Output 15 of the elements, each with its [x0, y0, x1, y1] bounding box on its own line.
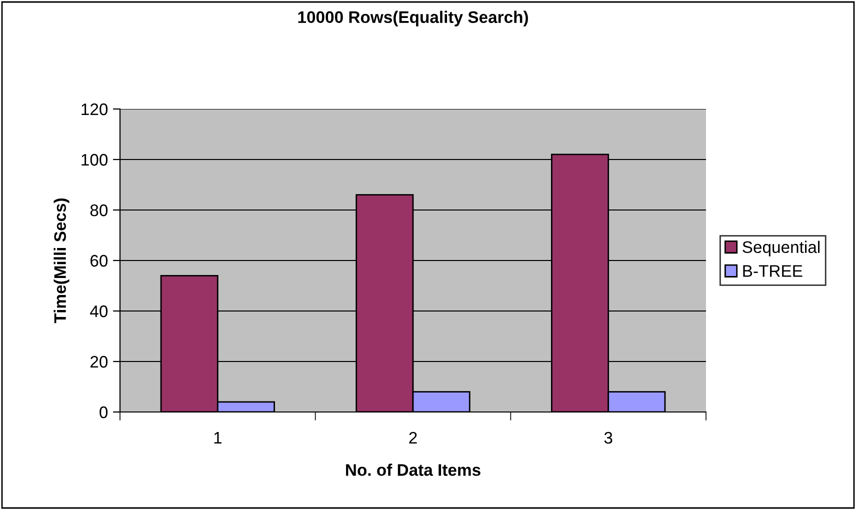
- y-axis-title: Time(Milli Secs): [54, 198, 70, 324]
- y-tick-label: 80: [90, 204, 108, 216]
- y-tick-label: 40: [90, 305, 108, 318]
- y-tick-label: 100: [82, 154, 108, 166]
- y-tick-label: 0: [100, 406, 108, 418]
- y-tick-label: 60: [90, 254, 108, 267]
- x-tick-label: 2: [409, 432, 417, 444]
- legend-label: B-TREE: [743, 265, 802, 277]
- y-tick-label: 20: [90, 356, 108, 368]
- x-tick-label: 1: [214, 432, 222, 444]
- legend-label: Sequential: [742, 240, 820, 256]
- x-tick-label: 3: [604, 432, 612, 444]
- y-tick-label: 120: [82, 103, 108, 116]
- x-axis-title: No. of Data Items: [346, 464, 480, 476]
- chart-title: 10000 Rows(Equality Search): [298, 10, 528, 26]
